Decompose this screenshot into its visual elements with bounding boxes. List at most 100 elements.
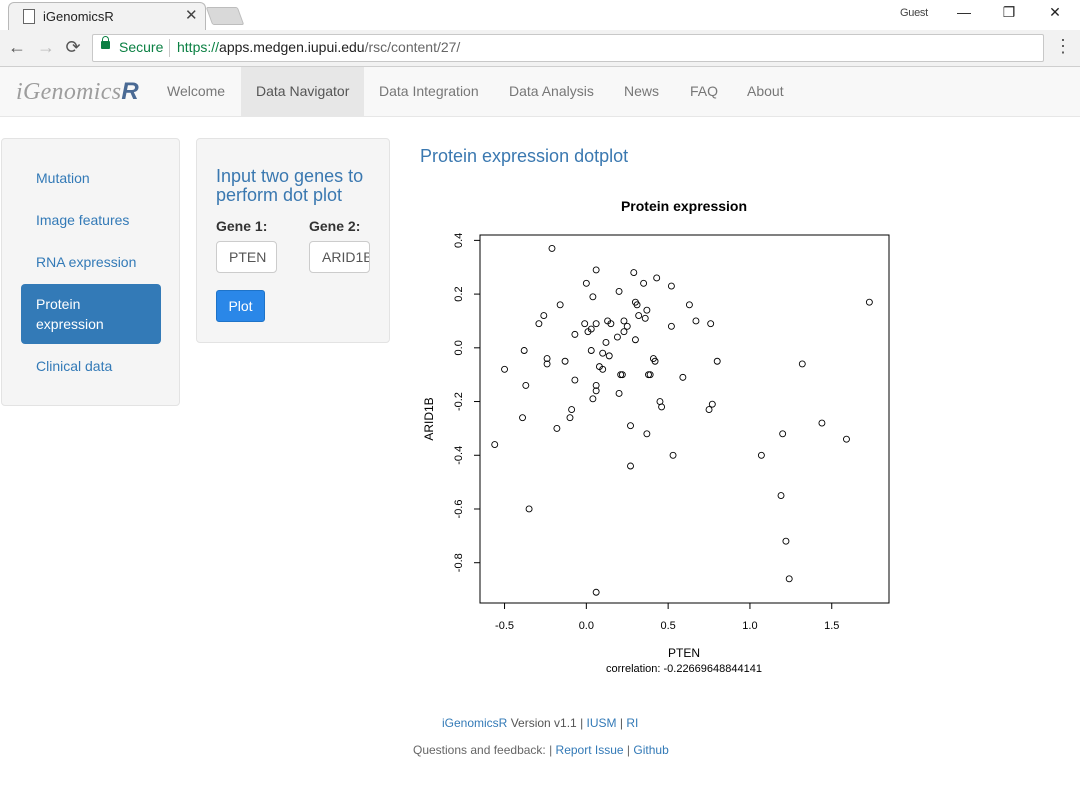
data-point xyxy=(589,395,597,403)
data-point xyxy=(707,320,715,328)
data-point xyxy=(568,406,576,414)
x-tick-label: 1.0 xyxy=(742,620,757,632)
sidebar-item-protein-expression[interactable]: Protein expression xyxy=(21,284,161,344)
url-path: /rsc/content/27/ xyxy=(364,39,461,55)
data-point xyxy=(679,373,687,381)
new-tab-button[interactable] xyxy=(205,7,245,25)
footer-app-link[interactable]: iGenomicsR xyxy=(442,716,508,730)
data-point xyxy=(548,244,556,252)
window-close-icon[interactable]: ✕ xyxy=(1049,4,1061,20)
footer-iusm-link[interactable]: IUSM xyxy=(586,716,617,730)
url-text: https://apps.medgen.iupui.edu/rsc/conten… xyxy=(177,39,460,55)
nav-data-navigator[interactable]: Data Navigator xyxy=(241,67,365,116)
nav-news[interactable]: News xyxy=(624,83,660,99)
data-point xyxy=(620,328,628,336)
forward-icon[interactable]: → xyxy=(37,37,55,57)
scatter-plot: Protein expression -0.5 0.0 0.5 1.0 1.5 -0.8… xyxy=(422,198,890,675)
sidebar-item-image-features[interactable]: Image features xyxy=(36,212,130,228)
gene2-input[interactable]: ARID1B xyxy=(309,241,370,273)
data-point xyxy=(667,322,675,330)
gene1-label: Gene 1: xyxy=(216,218,268,234)
app-navbar: iGenomicsR Welcome Data Navigator Data I… xyxy=(0,67,1080,117)
footer-bar2: | xyxy=(623,743,634,757)
x-tick-label: 0.0 xyxy=(579,620,594,632)
data-point xyxy=(865,298,873,306)
data-point xyxy=(777,492,785,500)
brand-text: iGenomics xyxy=(16,79,122,105)
data-point xyxy=(613,333,621,341)
nav-welcome[interactable]: Welcome xyxy=(167,83,226,99)
browser-tab[interactable]: iGenomicsR ✕ xyxy=(8,2,206,31)
data-point xyxy=(543,360,551,368)
footer-version-text: Version v1.1 | xyxy=(507,716,587,730)
x-tick-label: 0.5 xyxy=(660,620,675,632)
nav-faq[interactable]: FAQ xyxy=(690,83,719,99)
github-link[interactable]: Github xyxy=(633,743,669,757)
data-point xyxy=(501,365,508,373)
tab-close-icon[interactable]: ✕ xyxy=(185,7,198,24)
data-point xyxy=(667,282,675,290)
minimize-icon[interactable]: — xyxy=(957,4,971,20)
sidebar-item-clinical-data[interactable]: Clinical data xyxy=(36,358,113,374)
x-tick-label: -0.5 xyxy=(495,620,514,632)
y-tick-label: 0.2 xyxy=(453,286,465,301)
data-point xyxy=(592,266,600,274)
data-point xyxy=(615,287,623,295)
reload-icon[interactable]: ⟳ xyxy=(65,37,81,57)
data-point xyxy=(535,320,543,328)
x-tick-label: 1.5 xyxy=(824,620,839,632)
sidebar-item-rna-expression[interactable]: RNA expression xyxy=(36,254,137,270)
data-point xyxy=(708,400,716,408)
nav-data-integration[interactable]: Data Integration xyxy=(379,83,479,99)
browser-menu-icon[interactable]: ⋮ xyxy=(1054,36,1072,56)
data-point xyxy=(553,424,561,432)
data-point xyxy=(618,371,626,379)
data-point xyxy=(582,279,590,287)
correlation-label: correlation: -0.22669648844141 xyxy=(606,663,762,675)
footer-bar: | xyxy=(616,716,627,730)
data-point xyxy=(843,435,850,443)
x-axis: -0.5 0.0 0.5 1.0 1.5 xyxy=(495,602,839,632)
data-point xyxy=(643,430,651,438)
data-point xyxy=(635,312,643,320)
y-tick-label: 0.4 xyxy=(453,233,465,248)
data-point xyxy=(599,349,607,357)
data-point xyxy=(669,451,677,459)
data-point xyxy=(540,312,548,320)
data-point xyxy=(779,430,787,438)
panel-title: Input two genes to perform dot plot xyxy=(216,166,364,205)
profile-name[interactable]: Guest xyxy=(900,7,928,19)
brand-r: R xyxy=(121,78,139,105)
gene1-input[interactable]: PTEN xyxy=(216,241,277,273)
sidebar-item-mutation[interactable]: Mutation xyxy=(36,170,90,186)
footer-feedback: Questions and feedback: | Report Issue |… xyxy=(413,743,669,757)
back-icon[interactable]: ← xyxy=(8,37,26,57)
nav-about[interactable]: About xyxy=(747,83,784,99)
data-point xyxy=(658,403,666,411)
data-point xyxy=(818,419,826,427)
nav-data-analysis[interactable]: Data Analysis xyxy=(509,83,594,99)
data-point xyxy=(627,422,634,430)
data-point xyxy=(782,537,790,545)
y-tick-label: -0.6 xyxy=(453,500,465,519)
gene-input-panel: Input two genes to perform dot plot Gene… xyxy=(196,138,390,343)
y-axis: -0.8 -0.6 -0.4 -0.2 0.0 0.2 0.4 xyxy=(453,233,481,572)
report-issue-link[interactable]: Report Issue xyxy=(555,743,624,757)
restore-icon[interactable]: ❐ xyxy=(1002,4,1016,20)
data-point xyxy=(592,387,600,395)
data-point xyxy=(627,462,634,470)
data-point xyxy=(589,293,597,301)
app-logo[interactable]: iGenomicsR xyxy=(16,78,139,106)
data-point xyxy=(525,505,533,513)
data-point xyxy=(602,338,610,346)
chart-title: Protein expression xyxy=(621,198,747,214)
data-point xyxy=(587,325,595,333)
address-bar[interactable]: Secure https://apps.medgen.iupui.edu/rsc… xyxy=(92,34,1044,62)
browser-tab-bar: iGenomicsR ✕ Guest — ❐ ✕ xyxy=(0,0,1080,31)
x-axis-label: PTEN xyxy=(668,646,700,660)
address-separator xyxy=(169,39,170,57)
footer-ri-link[interactable]: RI xyxy=(626,716,639,730)
y-tick-label: 0.0 xyxy=(453,340,465,355)
plot-button[interactable]: Plot xyxy=(216,290,265,322)
data-point xyxy=(713,357,721,365)
